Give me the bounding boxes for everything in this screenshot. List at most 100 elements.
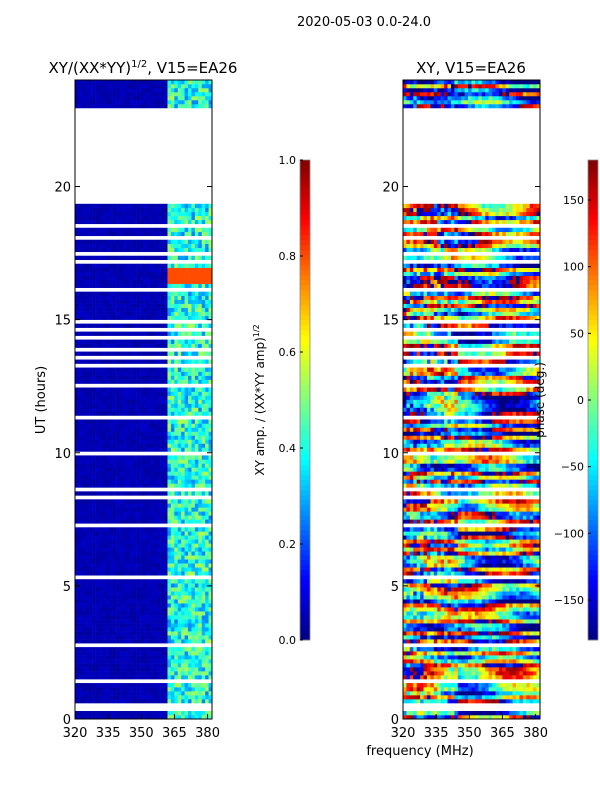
heatmap-cell [181,611,185,616]
heatmap-cell [181,391,185,396]
heatmap-cell [112,219,117,225]
heatmap-cell [208,599,213,604]
heatmap-cell [88,231,93,237]
heatmap-cell [150,443,155,448]
heatmap-cell [105,603,110,608]
heatmap-cell [98,399,103,404]
heatmap-cell [109,103,113,109]
heatmap-cell [164,567,168,572]
heatmap-cell [85,655,89,660]
heatmap-cell [191,379,196,384]
heatmap-cell [136,291,141,296]
heatmap-cell [153,615,158,620]
heatmap-cell [81,247,86,253]
heatmap-cell [194,391,199,396]
heatmap-cell [136,507,141,512]
heatmap-cell [188,567,192,572]
heatmap-cell [126,511,131,516]
heatmap-cell [167,339,172,344]
heatmap-cell [81,399,86,404]
heatmap-cell [201,659,206,664]
heatmap-cell [119,367,124,372]
heatmap-cell [102,687,107,692]
heatmap-cell [181,255,185,261]
heatmap-cell [153,439,158,444]
heatmap-cell [95,611,100,616]
heatmap-cell [174,467,179,472]
heatmap-cell [205,659,209,664]
heatmap-cell [201,231,206,237]
heatmap-cell [164,543,168,548]
heatmap-cell [105,215,110,221]
heatmap-cell [167,403,172,408]
heatmap-cell [191,419,196,424]
heatmap-cell [102,519,107,524]
heatmap-cell [170,459,175,464]
heatmap-cell [150,403,155,408]
heatmap-cell [485,683,489,688]
heatmap-cell [116,655,120,660]
heatmap-cell [81,80,86,85]
heatmap-cell [105,607,110,612]
heatmap-cell [143,435,148,440]
heatmap-cell [188,423,192,428]
heatmap-cell [122,623,127,628]
heatmap-cell [208,515,213,520]
heatmap-cell [194,431,199,436]
heatmap-cell [136,535,141,540]
heatmap-cell [140,519,144,524]
heatmap-cell [85,87,89,93]
heatmap-cell [129,411,134,416]
heatmap-cell [174,247,179,253]
heatmap-cell [205,431,209,436]
heatmap-cell [167,351,172,356]
heatmap-cell [92,715,96,720]
heatmap-cell [102,511,107,516]
heatmap-cell [181,699,185,704]
heatmap-cell [119,83,124,89]
heatmap-cell [95,215,100,221]
heatmap-cell [105,711,110,716]
heatmap-cell [122,315,127,320]
heatmap-cell [95,651,100,656]
heatmap-cell [188,387,192,392]
heatmap-cell [191,263,196,268]
heatmap-cell [119,467,124,472]
heatmap-cell [181,91,185,97]
heatmap-cell [150,647,155,652]
heatmap-cell [146,255,151,261]
heatmap-cell [102,683,107,688]
heatmap-cell [105,283,110,288]
heatmap-cell [133,91,137,97]
heatmap-cell [181,651,185,656]
heatmap-cell [150,467,155,472]
heatmap-cell [153,291,158,296]
heatmap-cell [105,95,110,101]
heatmap-cell [164,279,168,284]
heatmap-cell [78,667,83,672]
heatmap-cell [205,463,209,468]
heatmap-cell [198,447,203,452]
heatmap-cell [109,83,113,89]
heatmap-cell [184,591,189,596]
heatmap-cell [167,503,172,508]
heatmap-cell [201,515,206,520]
heatmap-cell [153,503,158,508]
heatmap-cell [170,611,175,616]
heatmap-cell [208,379,213,384]
heatmap-cell [119,311,124,316]
heatmap-cell [105,339,110,344]
heatmap-cell [188,391,192,396]
heatmap-cell [153,583,158,588]
heatmap-cell [78,675,83,680]
heatmap-cell [105,531,110,536]
heatmap-cell [150,367,155,372]
heatmap-cell [184,527,189,532]
heatmap-cell [509,671,513,676]
heatmap-cell [153,359,158,364]
heatmap-cell [116,547,120,552]
heatmap-cell [109,647,113,652]
heatmap-cell [116,207,120,213]
heatmap-cell [129,543,134,548]
heatmap-cell [95,691,100,696]
